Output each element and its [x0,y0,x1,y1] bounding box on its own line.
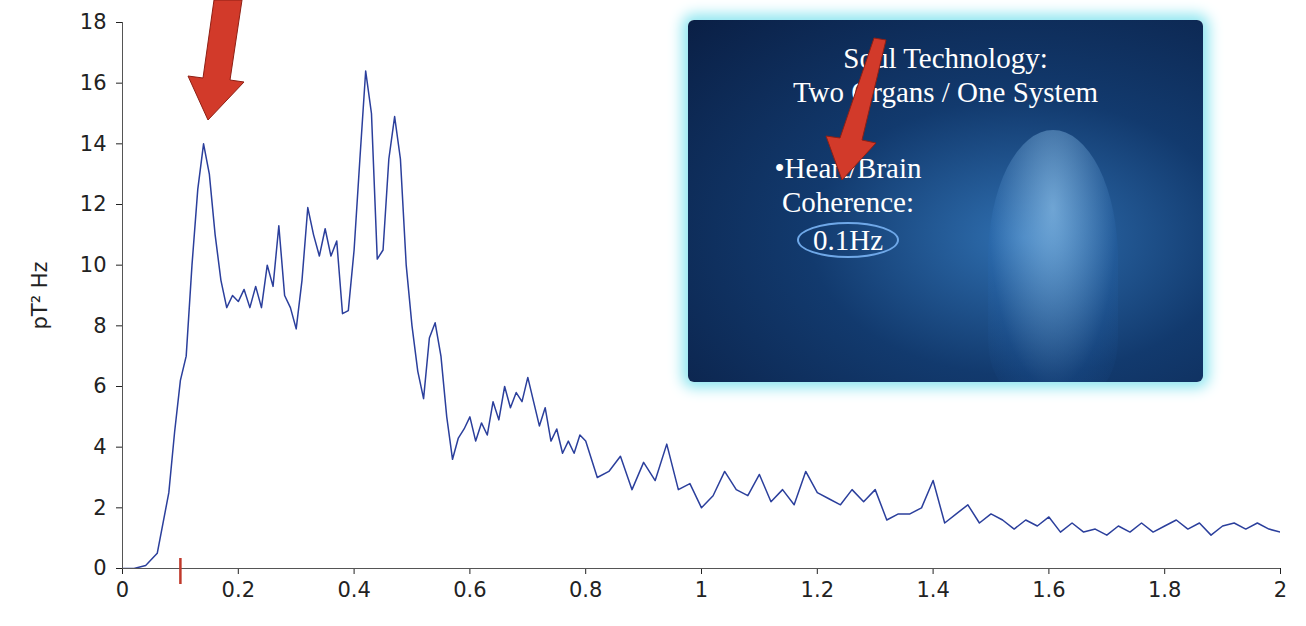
svg-text:18: 18 [80,10,107,34]
svg-text:0.2: 0.2 [222,578,255,602]
svg-text:0.8: 0.8 [569,578,602,602]
svg-text:4: 4 [93,435,106,459]
svg-text:pT² Hz: pT² Hz [28,261,52,329]
svg-text:2: 2 [1274,578,1287,602]
html-text:Two Organs / One System: Two Organs / One System [792,76,1099,108]
svg-text:0.6: 0.6 [453,578,486,602]
svg-text:0: 0 [93,556,106,580]
svg-text:1.4: 1.4 [916,578,949,602]
svg-text:1.8: 1.8 [1148,578,1181,602]
svg-text:1.6: 1.6 [1032,578,1065,602]
svg-text:14: 14 [80,132,107,156]
svg-text:8: 8 [93,314,106,338]
svg-text:6: 6 [93,374,106,398]
svg-text:2: 2 [93,496,106,520]
svg-text:1: 1 [695,578,708,602]
svg-text:10: 10 [80,253,107,277]
html-text:Soul Technology:: Soul Technology: [843,42,1048,74]
svg-text:0.4: 0.4 [337,578,370,602]
svg-text:1.2: 1.2 [801,578,834,602]
html-text:•Heart/Brain: •Heart/Brain [774,152,922,184]
html-text:0.1Hz: 0.1Hz [813,224,883,256]
svg-text:12: 12 [80,192,107,216]
svg-text:0: 0 [116,578,129,602]
html-text:Coherence:: Coherence: [782,186,914,218]
svg-text:16: 16 [80,71,107,95]
